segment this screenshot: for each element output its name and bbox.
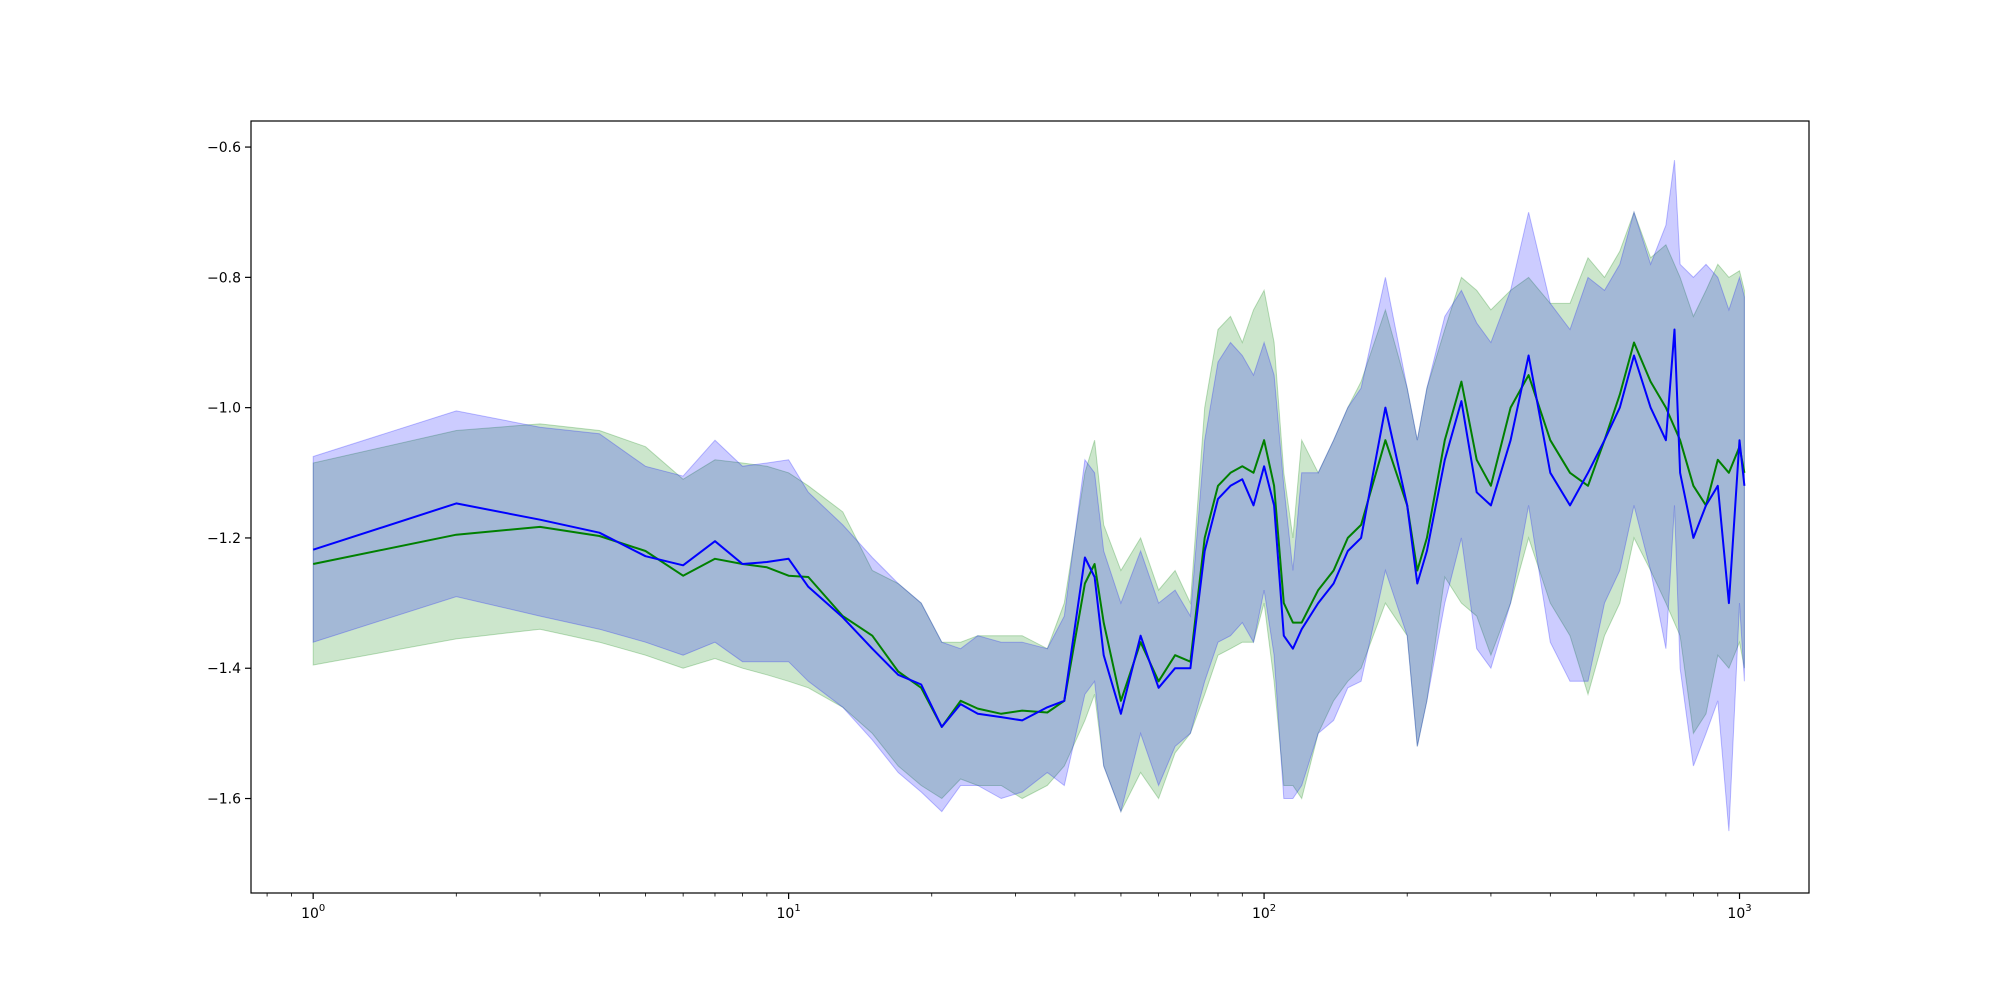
plot-area bbox=[312, 160, 1746, 832]
y-tick-label: −0.8 bbox=[207, 270, 241, 286]
y-tick-label: −1.6 bbox=[207, 792, 241, 808]
series-1-band bbox=[312, 210, 1745, 813]
y-tick-label: −0.6 bbox=[207, 140, 241, 156]
plot-frame bbox=[250, 120, 1810, 894]
y-tick-label: −1.2 bbox=[207, 531, 241, 547]
x-tick-label: 101 bbox=[777, 903, 801, 922]
x-tick-label: 102 bbox=[1252, 903, 1276, 922]
series-2-band bbox=[312, 160, 1745, 832]
axes: 100 101 102 103 −0.6 −0.8 −1.0 −1.2 −1.4 −1.6 bbox=[207, 140, 1752, 922]
series-2-line bbox=[312, 328, 1746, 728]
x-tick-label: 100 bbox=[301, 903, 325, 922]
series-1-line bbox=[312, 341, 1746, 728]
x-tick-label: 103 bbox=[1727, 903, 1751, 922]
y-tick-label: −1.4 bbox=[207, 661, 241, 677]
y-tick-label: −1.0 bbox=[207, 401, 241, 417]
